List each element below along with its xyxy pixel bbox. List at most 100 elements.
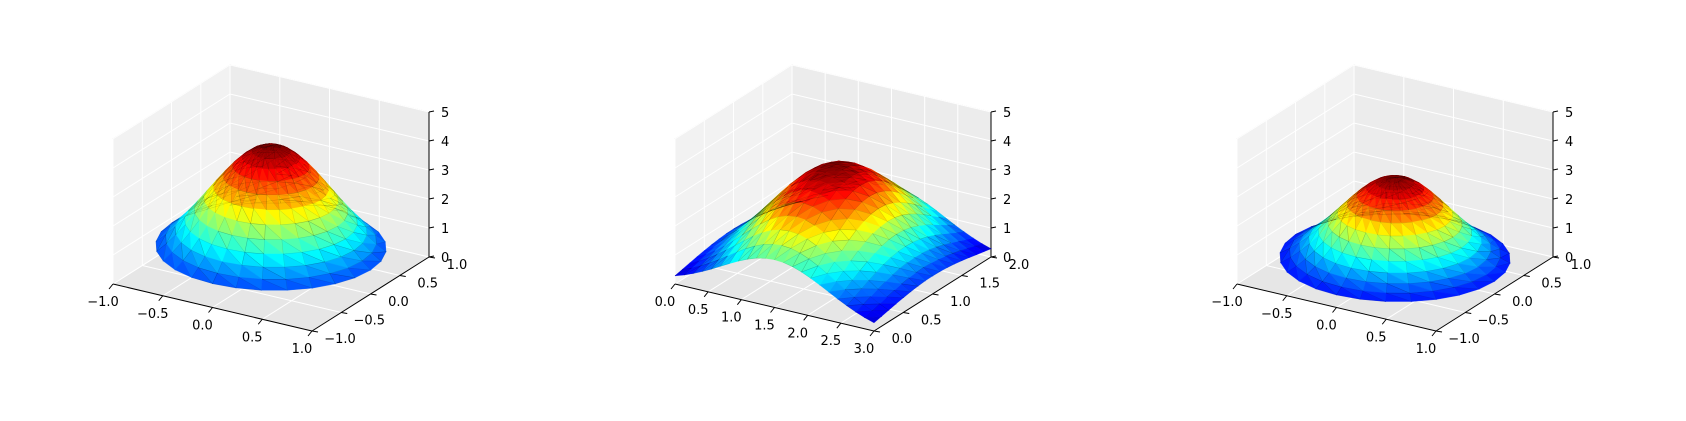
mesh-edge: [1469, 257, 1488, 268]
mesh-edge: [883, 190, 901, 203]
mesh-edge: [217, 261, 240, 278]
mesh-edge: [1460, 241, 1479, 252]
mesh-edge: [1320, 211, 1340, 223]
mesh-edge: [1385, 181, 1391, 190]
x-tick-mark: [1232, 283, 1238, 290]
mesh-edge: [839, 229, 857, 241]
mesh-edge: [281, 157, 293, 168]
mesh-edge: [297, 189, 314, 204]
mesh-edge: [763, 229, 781, 245]
mesh-edge: [287, 155, 299, 165]
mesh-edge: [1352, 198, 1372, 208]
mesh-edge: [780, 199, 798, 207]
mesh-edge: [294, 152, 304, 160]
mesh-edge: [267, 168, 277, 182]
mesh-edge: [1330, 202, 1346, 216]
z-tick-label: 2: [1565, 193, 1573, 208]
mesh-edge: [228, 175, 247, 187]
mesh-edge: [770, 205, 787, 211]
mesh-edge: [350, 215, 368, 224]
mesh-edge: [884, 180, 901, 189]
mesh-edge: [791, 188, 809, 196]
mesh-edge: [829, 160, 846, 164]
mesh-edge: [288, 167, 301, 176]
mesh-edge: [1411, 184, 1423, 193]
mesh-edge: [274, 158, 287, 167]
mesh-edge: [700, 254, 717, 267]
mesh-edge: [303, 163, 312, 174]
x-tick-label: 1.0: [1416, 342, 1437, 357]
mesh-edge: [789, 172, 807, 185]
mesh-edge: [733, 220, 750, 230]
x-tick-label: −0.5: [1261, 307, 1293, 322]
mesh-edge: [1279, 248, 1291, 264]
mesh-edge: [829, 187, 847, 192]
mesh-edge: [207, 185, 229, 199]
mesh-edge: [1436, 214, 1451, 227]
mesh-edge: [239, 181, 261, 191]
y-tick-mark: [311, 330, 319, 333]
mesh-edge: [256, 143, 266, 147]
mesh-edge: [890, 251, 908, 263]
surface-plot-1: −1.0 −0.5 0.0 0.5 1.0 −1.0 −0.5 0.0 0.5 1.0 0 1 2 3 4 5: [0, 0, 562, 421]
mesh-edge: [811, 194, 829, 199]
mesh-edge: [1457, 215, 1467, 223]
mesh-edge: [879, 226, 897, 240]
z-tick-mark: [990, 197, 997, 200]
mesh-edge: [974, 243, 992, 249]
mesh-edge: [1423, 191, 1435, 199]
mesh-edge: [165, 218, 180, 235]
mesh-edge: [1382, 203, 1402, 208]
mesh-edge: [1377, 181, 1390, 189]
mesh-edge: [1426, 232, 1445, 246]
mesh-edge: [291, 208, 309, 224]
mesh-edge: [222, 185, 232, 204]
mesh-edge: [299, 169, 311, 179]
mesh-edge: [1318, 220, 1329, 237]
mesh-edge: [1461, 220, 1472, 230]
mesh-edge: [1475, 229, 1486, 238]
mesh-edge: [746, 244, 764, 260]
mesh-edge: [252, 145, 263, 150]
mesh-edge: [1337, 198, 1350, 212]
z-tick-mark: [990, 226, 997, 229]
mesh-edge: [896, 186, 914, 199]
mesh-edge: [1413, 185, 1425, 193]
mesh-edge: [232, 194, 258, 202]
z-tick-mark: [1552, 226, 1559, 229]
mesh-edge: [834, 175, 852, 183]
x-tick-label: −1.0: [87, 295, 119, 310]
mesh-edge: [1375, 178, 1386, 184]
mesh-edge: [707, 246, 725, 259]
mesh-edge: [748, 213, 765, 221]
z-tick-label: 0: [1003, 251, 1011, 266]
mesh-edge: [915, 267, 934, 277]
mesh-edge: [313, 231, 335, 246]
mesh-edge: [235, 276, 262, 291]
mesh-edge: [1421, 184, 1432, 192]
mesh-edge: [1368, 259, 1389, 274]
mesh-edge: [268, 168, 277, 182]
mesh-edge: [753, 204, 770, 218]
mesh-edge: [1443, 216, 1462, 222]
mesh-edge: [257, 146, 268, 154]
mesh-edge: [1413, 183, 1424, 191]
mesh-edge: [1442, 263, 1466, 274]
mesh-edge: [319, 197, 338, 206]
mesh-edge: [361, 252, 382, 262]
mesh-edge: [1406, 272, 1430, 284]
mesh-edge: [204, 181, 223, 196]
mesh-edge: [869, 196, 886, 209]
mesh-edge: [277, 181, 295, 189]
mesh-edge: [221, 169, 240, 182]
mesh-edge: [891, 274, 910, 285]
mesh-edge: [1476, 251, 1492, 260]
mesh-edge: [777, 203, 794, 208]
mesh-edge: [893, 183, 910, 193]
mesh-edge: [1337, 206, 1348, 222]
mesh-edge: [872, 233, 890, 247]
mesh-edge: [821, 208, 839, 221]
mesh-edge: [1308, 228, 1319, 245]
mesh-edge: [1330, 231, 1340, 249]
mesh-edge: [279, 147, 291, 153]
